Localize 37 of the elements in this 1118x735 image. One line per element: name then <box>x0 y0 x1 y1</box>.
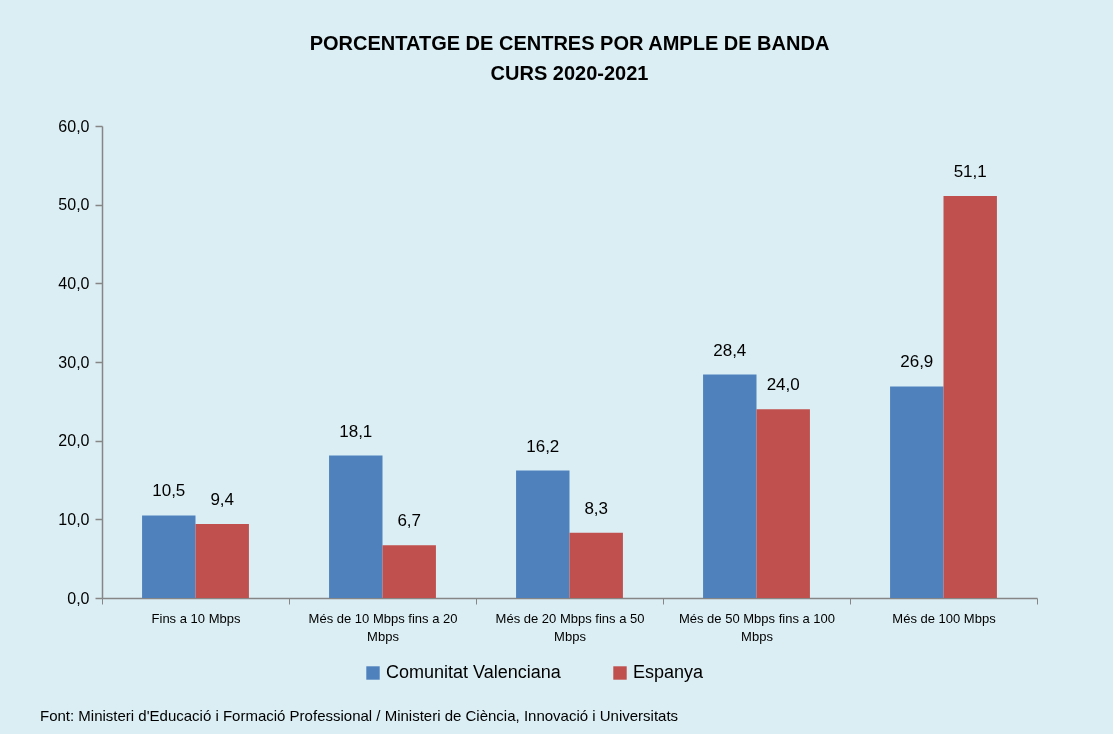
y-tick-label: 60,0 <box>58 117 90 135</box>
data-label: 9,4 <box>210 490 235 510</box>
chart-subtitle: CURS 2020-2021 <box>490 62 649 84</box>
data-label: 18,1 <box>339 421 373 441</box>
x-tick-label: Més de 50 Mbps fins a 100 Mbps <box>678 610 836 644</box>
text: Font: Ministeri d'Educació i Formació Professional / Ministeri de Ciència, Innovació i Universitats <box>40 707 679 724</box>
y-tick-label: 50,0 <box>58 196 90 214</box>
data-label: 8,3 <box>584 498 609 518</box>
legend-label: Espanya <box>633 662 705 682</box>
data-label: 6,7 <box>397 511 422 531</box>
bar <box>142 515 196 598</box>
y-tick-label: 30,0 <box>58 353 90 371</box>
bar <box>382 545 436 598</box>
bar <box>890 386 944 598</box>
x-tick-label: Més de 10 Mbps fins a 20 Mbps <box>308 610 458 644</box>
x-tick-label: Més de 100 Mbps <box>892 610 997 626</box>
data-label: 16,2 <box>526 436 560 456</box>
bar <box>516 470 570 598</box>
y-tick-label: 0,0 <box>67 589 90 607</box>
x-tick-label: Fins a 10 Mbps <box>151 610 241 626</box>
legend-label: Comunitat Valenciana <box>386 662 562 682</box>
data-label: 10,5 <box>152 481 186 501</box>
chart-title: PORCENTATGE DE CENTRES POR AMPLE DE BANDA <box>309 32 830 54</box>
bar <box>195 524 249 598</box>
bar <box>703 374 757 598</box>
y-tick-label: 40,0 <box>58 274 90 292</box>
data-label: 24,0 <box>766 375 800 395</box>
bar <box>569 532 623 598</box>
bar <box>943 196 997 598</box>
bar <box>329 455 383 598</box>
data-label: 26,9 <box>900 352 934 372</box>
bar <box>756 409 810 598</box>
y-tick-label: 10,0 <box>58 510 90 528</box>
data-label: 28,4 <box>713 340 747 360</box>
x-tick-label: Més de 20 Mbps fins a 50 Mbps <box>495 610 645 644</box>
y-tick-label: 20,0 <box>58 432 90 450</box>
data-label: 51,1 <box>953 162 987 182</box>
